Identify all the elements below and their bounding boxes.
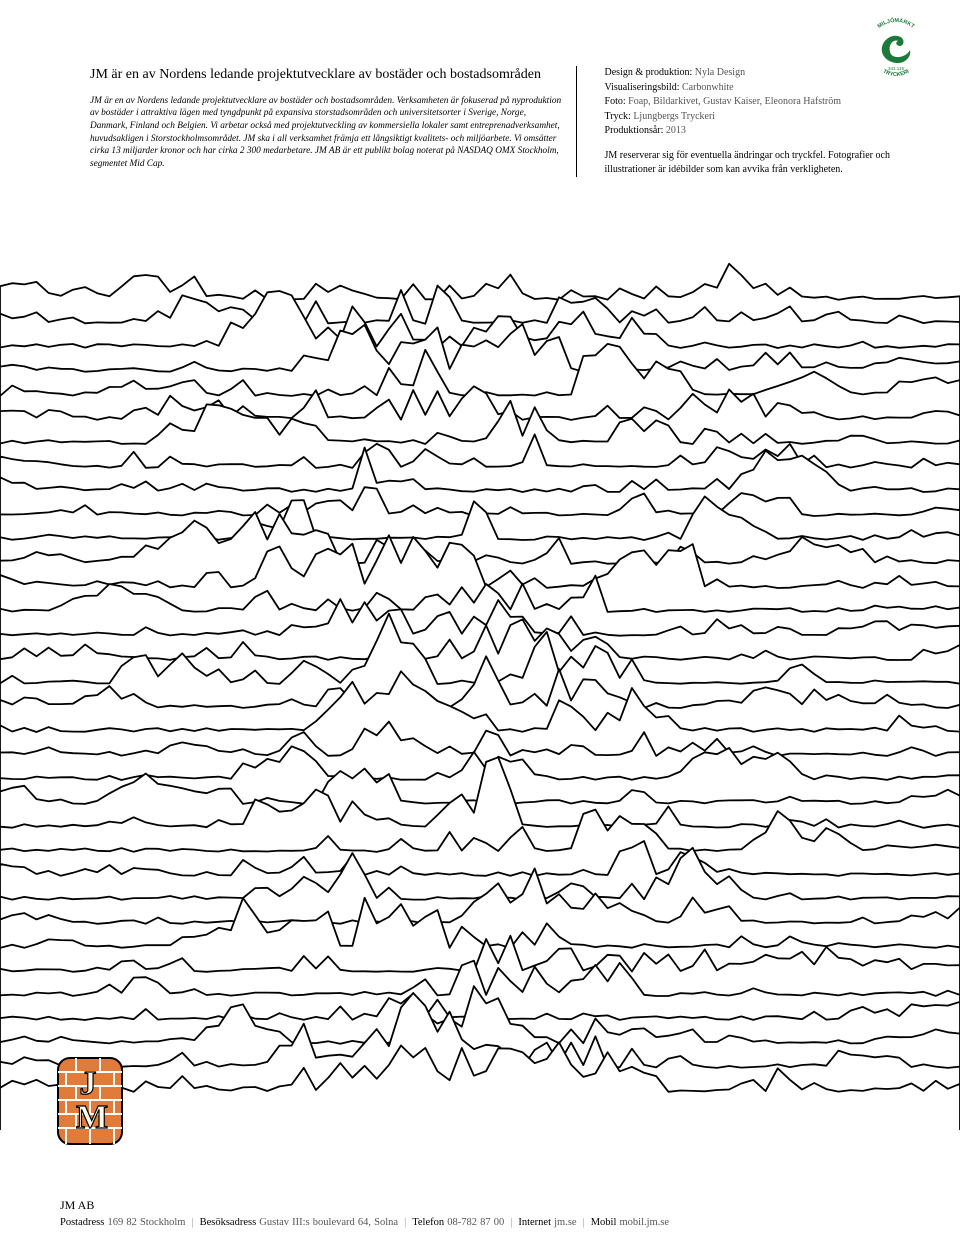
footer-contact-line: Postadress 169 82 Stockholm | Besöksadress… [60,1217,910,1228]
footer-value: mobil.jm.se [620,1217,670,1228]
svg-text:MILJÖMÄRKT: MILJÖMÄRKT [877,17,916,30]
body-text: JM är en av Nordens ledande projektutvec… [90,95,564,170]
credit-line: Foto: Foap, Bildarkivet, Gustav Kaiser, … [605,95,910,110]
logo-m: M [76,1099,108,1136]
footer-label: Telefon [412,1217,447,1228]
credit-label: Foto: [605,96,626,107]
credit-label: Tryck: [605,111,631,122]
credit-line: Tryck: Ljungbergs Tryckeri [605,110,910,125]
credit-value: Foap, Bildarkivet, Gustav Kaiser, Eleono… [626,96,841,107]
credit-line: Produktionsår: 2013 [605,124,910,139]
heading: JM är en av Nordens ledande projektutvec… [90,66,564,85]
credits-note: JM reserverar sig för eventuella ändring… [605,149,910,177]
footer-label: Postadress [60,1217,107,1228]
credits-block: Design & produktion: Nyla DesignVisualis… [605,66,910,139]
page: MILJÖMÄRKT 341 116 TRYCKERI JM är en av … [0,0,960,1256]
swan-icon [882,36,911,63]
left-column: JM är en av Nordens ledande projektutvec… [90,66,577,177]
footer-value: 08-782 87 00 [447,1217,504,1228]
credit-value: Carbonwhite [679,82,733,93]
credit-value: Nyla Design [692,67,745,78]
credit-line: Design & produktion: Nyla Design [605,66,910,81]
credit-label: Produktionsår: [605,125,664,136]
footer-label: Internet [518,1217,554,1228]
credit-label: Visualiseringsbild: [605,82,680,93]
credit-value: Ljungbergs Tryckeri [631,111,715,122]
ridgeline-chart [0,260,960,1130]
footer: JM AB Postadress 169 82 Stockholm | Besöks… [60,1198,910,1228]
footer-separator: | [510,1217,512,1228]
footer-value: 169 82 Stockholm [107,1217,185,1228]
logo-j: J [80,1065,97,1102]
footer-separator: | [404,1217,406,1228]
right-column: Design & produktion: Nyla DesignVisualis… [601,66,910,177]
credit-label: Design & produktion: [605,67,693,78]
footer-separator: | [583,1217,585,1228]
footer-value: jm.se [554,1217,576,1228]
text-columns: JM är en av Nordens ledande projektutvec… [90,66,910,177]
footer-value: Gustav III:s boulevard 64, Solna [259,1217,398,1228]
jm-logo: J M [56,1056,124,1146]
footer-label: Mobil [591,1217,620,1228]
footer-separator: | [191,1217,193,1228]
credit-value: 2013 [663,125,686,136]
credit-line: Visualiseringsbild: Carbonwhite [605,81,910,96]
footer-label: Besöksadress [200,1217,260,1228]
footer-company: JM AB [60,1198,910,1213]
